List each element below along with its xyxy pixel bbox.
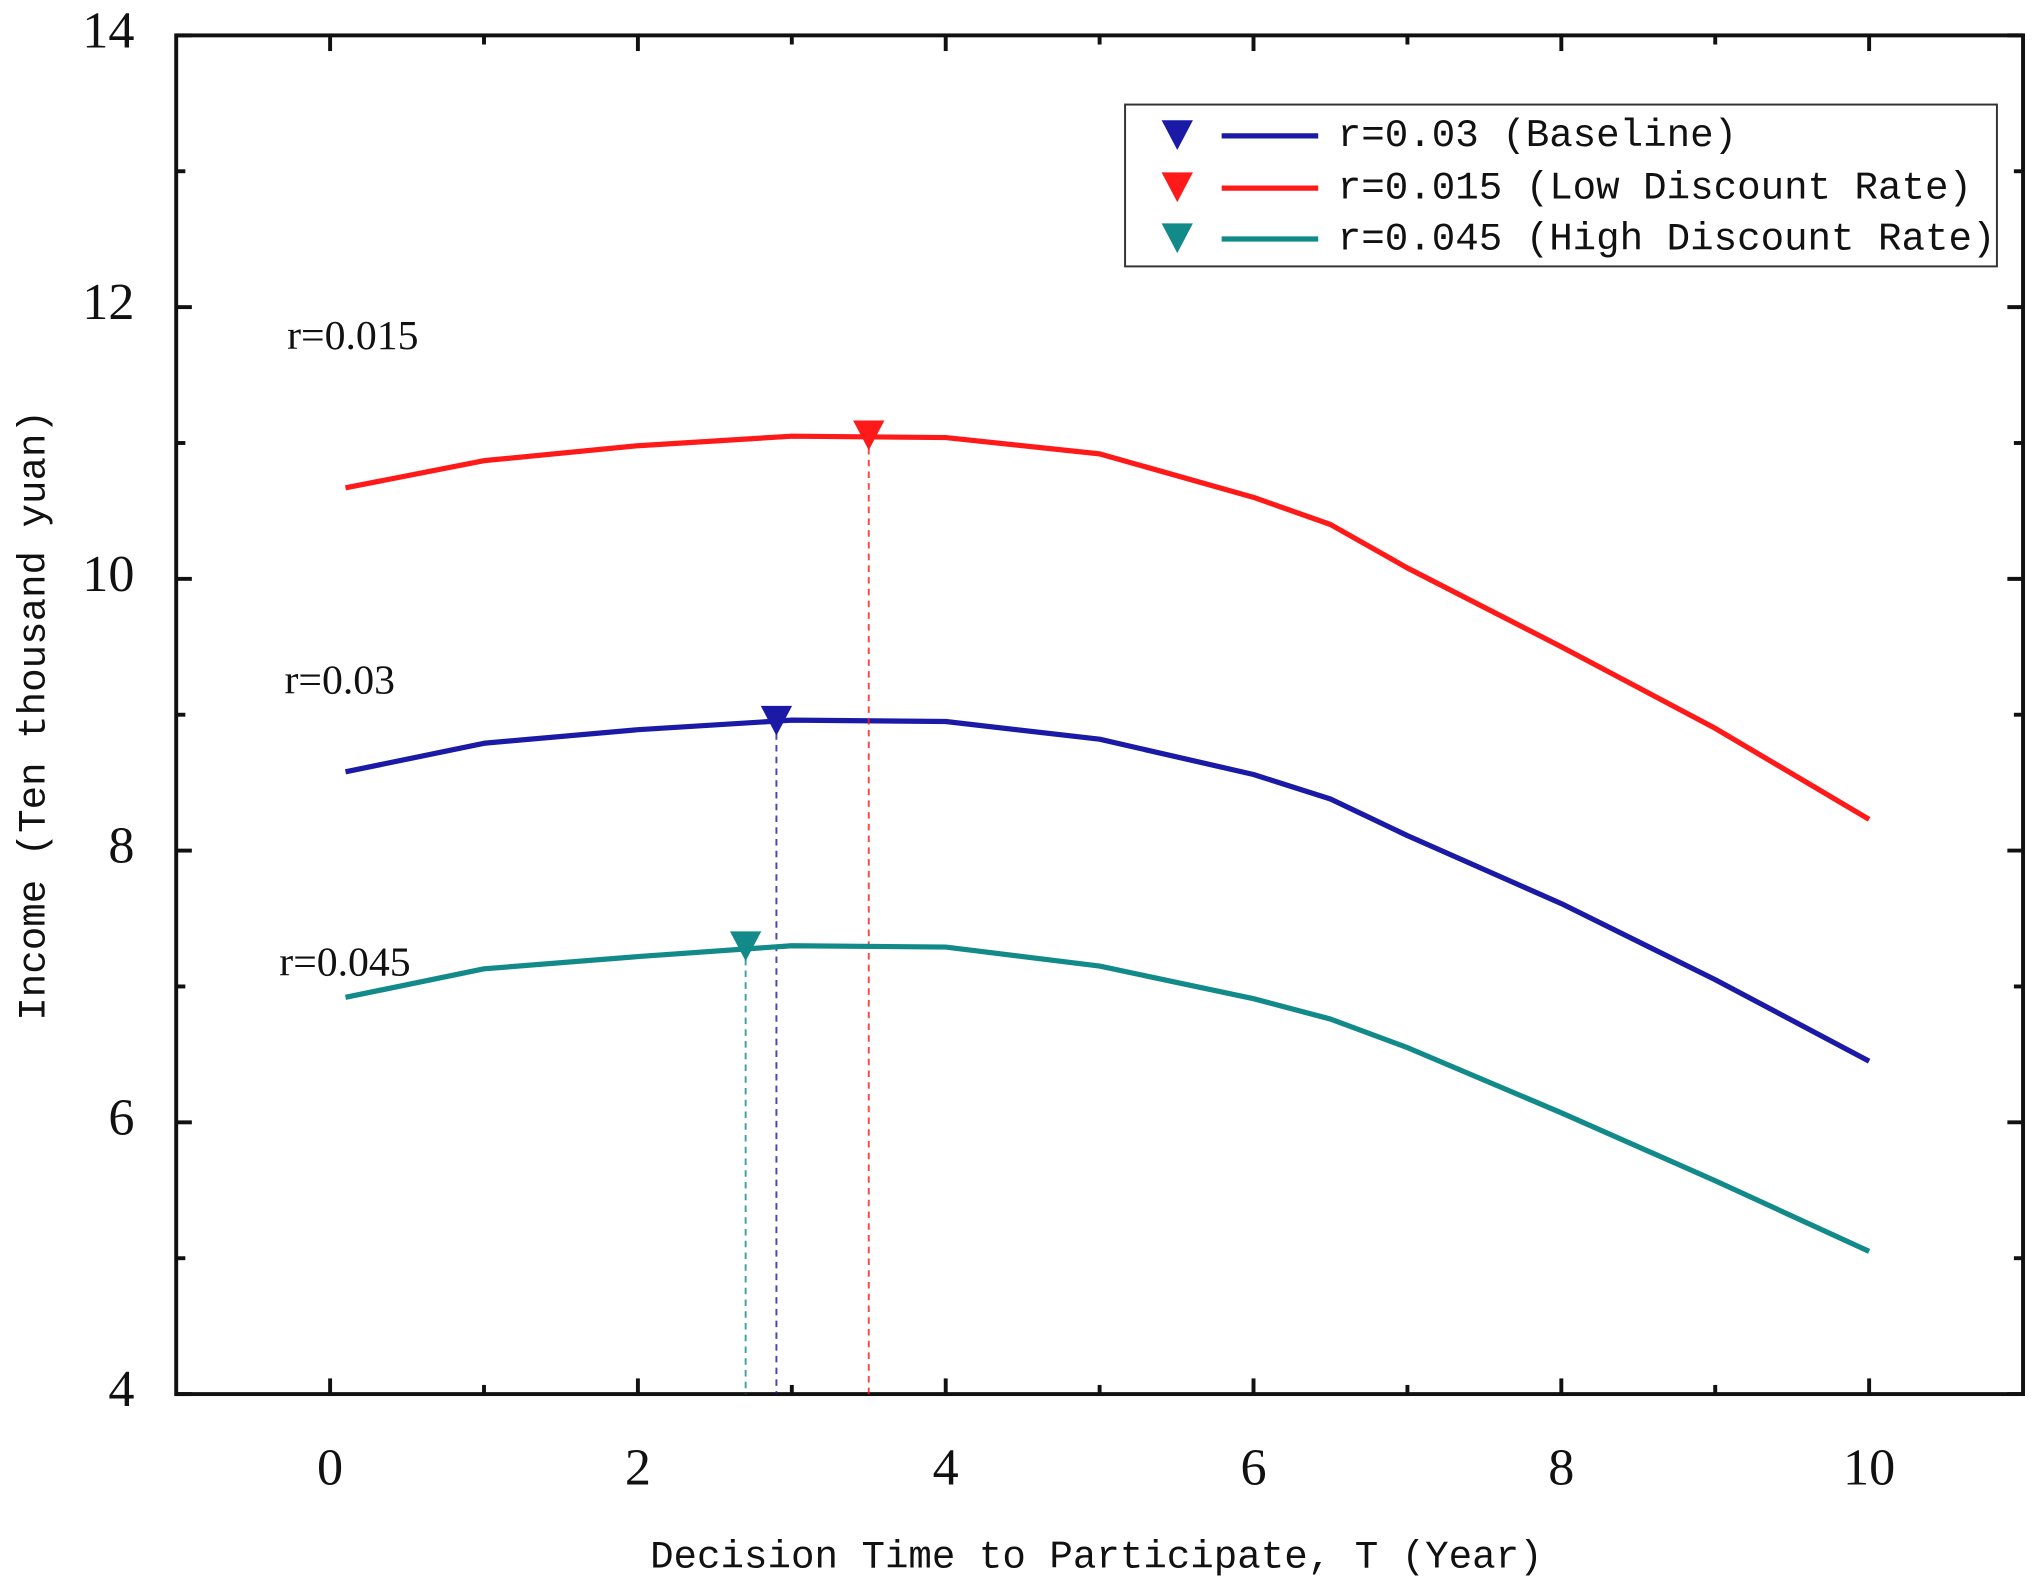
- series-line: [344, 433, 1871, 822]
- y-tick-label: 6: [108, 1088, 134, 1146]
- y-tick-label: 4: [108, 1360, 134, 1418]
- legend-label: r=0.03 (Baseline): [1338, 113, 1737, 158]
- x-axis-title: Decision Time to Participate, T (Year): [650, 1535, 1543, 1580]
- legend-label: r=0.015 (Low Discount Rate): [1338, 165, 1972, 210]
- annotation: r=0.03: [285, 658, 396, 704]
- legend-marker: [1161, 172, 1193, 203]
- x-tick-label: 8: [1548, 1438, 1574, 1496]
- optimum-marker: [760, 705, 793, 736]
- x-tick-label: 4: [933, 1438, 959, 1496]
- x-tick-label: 6: [1240, 1438, 1266, 1496]
- legend-label: r=0.045 (High Discount Rate): [1338, 216, 1996, 261]
- y-axis-title: Income (Ten thousand yuan): [11, 410, 56, 1021]
- y-tick-label: 8: [108, 817, 134, 875]
- series-line: [344, 943, 1871, 1254]
- optimum-marker: [853, 420, 885, 451]
- legend-marker: [1161, 223, 1193, 254]
- x-tick-label: 0: [317, 1438, 343, 1496]
- legend-marker: [1161, 120, 1193, 150]
- annotation: r=0.015: [287, 313, 418, 359]
- y-tick-label: 10: [82, 545, 134, 603]
- x-tick-label: 10: [1843, 1438, 1895, 1496]
- optimum-marker: [729, 931, 762, 962]
- series-line: [344, 717, 1871, 1064]
- y-tick-label: 12: [82, 273, 134, 331]
- y-tick-label: 14: [82, 1, 134, 59]
- annotation: r=0.045: [279, 940, 410, 986]
- x-tick-label: 2: [625, 1438, 651, 1496]
